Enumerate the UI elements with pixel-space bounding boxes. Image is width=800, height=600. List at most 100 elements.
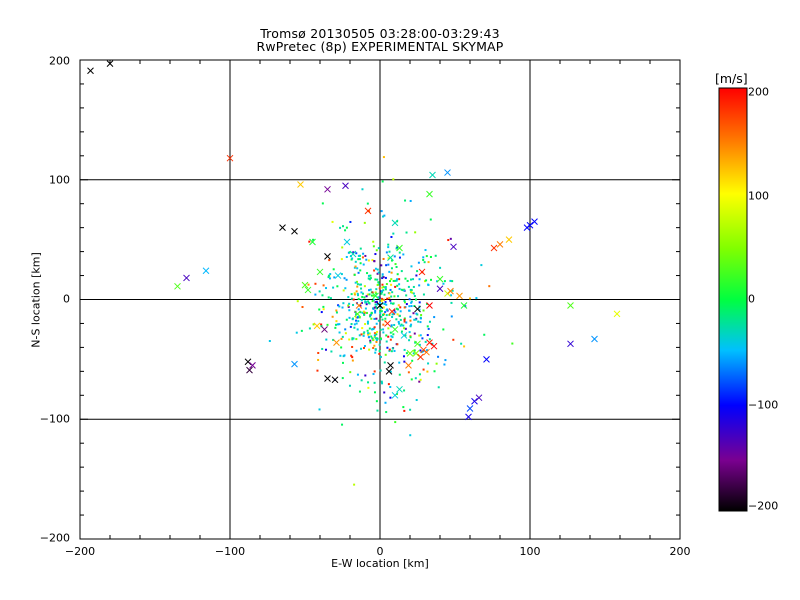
data-point-dot [394,279,397,282]
data-point-dot [336,285,339,288]
data-point-dot [367,300,370,303]
data-point-dot [342,225,345,228]
data-point-cross [202,267,210,275]
data-point-dot [372,307,375,310]
cross-stroke [414,340,421,348]
data-point-cross [342,182,349,190]
data-point-dot [317,358,320,361]
data-point-dot [358,390,361,393]
data-point-cross [349,250,357,258]
cross-stroke [391,391,399,399]
cross-stroke [405,362,412,369]
data-point-dot [376,409,379,412]
data-point-dot [400,288,403,291]
cross-stroke [354,310,361,318]
data-point-dot [373,332,376,335]
cross-stroke [400,332,408,339]
data-point-dot [373,306,376,309]
data-point-dot [437,355,440,358]
data-point-dot [338,305,341,308]
y-tick-label: 0 [63,292,70,306]
data-point-dot [353,266,356,269]
data-point-dot [511,342,514,345]
data-point-dot [388,313,391,316]
data-point-dot [341,335,344,338]
data-point-dot [363,331,366,334]
data-point-dot [381,302,384,305]
data-point-dot [399,324,402,327]
data-point-dot [365,295,368,298]
data-point-dot [341,377,344,380]
cross-stroke [414,305,421,313]
cross-stroke [465,413,472,421]
data-point-dot [372,240,375,243]
data-point-dot [422,256,425,259]
data-point-dot [395,265,398,268]
data-points [87,60,621,486]
data-point-dot [389,288,392,291]
data-point-dot [354,319,357,322]
data-point-cross [405,362,412,369]
data-point-dot [351,345,354,348]
data-point-dot [393,323,396,326]
data-point-dot [426,325,429,328]
data-point-cross [471,397,478,405]
data-point-dot [318,290,321,293]
cross-stroke [591,335,598,343]
data-point-cross [246,366,253,374]
y-tick-label: 100 [49,173,70,187]
data-point-cross [291,227,298,235]
data-point-dot [379,298,382,301]
data-point-cross [387,362,394,369]
data-point-dot [359,347,362,350]
data-point-dot [371,291,374,294]
cross-stroke [331,376,339,384]
data-point-dot [312,238,315,241]
data-point-cross [343,238,351,246]
data-point-dot [431,342,434,345]
data-point-dot [373,370,376,373]
data-point-dot [341,306,344,309]
cross-stroke [333,339,340,346]
data-point-dot [426,370,429,373]
data-point-dot [338,323,341,326]
data-point-dot [367,335,370,338]
data-point-dot [351,338,354,341]
data-point-dot [451,289,454,292]
data-point-dot [398,287,401,290]
data-point-dot [403,299,406,302]
y-tick-label: −100 [39,412,70,426]
data-point-dot [372,339,375,342]
data-point-dot [398,314,401,317]
data-point-cross [447,287,454,295]
data-point-dot [377,281,380,284]
data-point-dot [369,341,372,344]
data-point-dot [314,293,317,296]
data-point-dot [413,304,416,307]
data-point-dot [460,342,463,345]
data-point-dot [387,257,390,260]
data-point-dot [360,283,363,286]
cross-stroke [313,322,321,330]
data-point-cross [87,67,94,75]
data-point-dot [408,339,411,342]
data-point-dot [350,323,353,326]
data-point-dot [409,315,412,318]
data-point-dot [363,311,366,314]
colorbar [719,88,747,511]
data-point-cross [372,292,379,300]
data-point-dot [483,333,486,336]
data-point-dot [403,317,406,320]
data-point-dot [327,274,330,277]
data-point-dot [375,333,378,336]
data-point-dot [377,247,380,250]
x-axis-label: E-W location [km] [331,557,429,570]
data-point-dot [406,279,409,282]
data-point-dot [374,267,377,270]
data-point-dot [268,340,271,343]
data-point-dot [393,349,396,352]
data-point-cross [426,190,433,198]
data-point-dot [377,283,380,286]
data-point-dot [358,316,361,319]
data-point-cross [384,320,391,327]
